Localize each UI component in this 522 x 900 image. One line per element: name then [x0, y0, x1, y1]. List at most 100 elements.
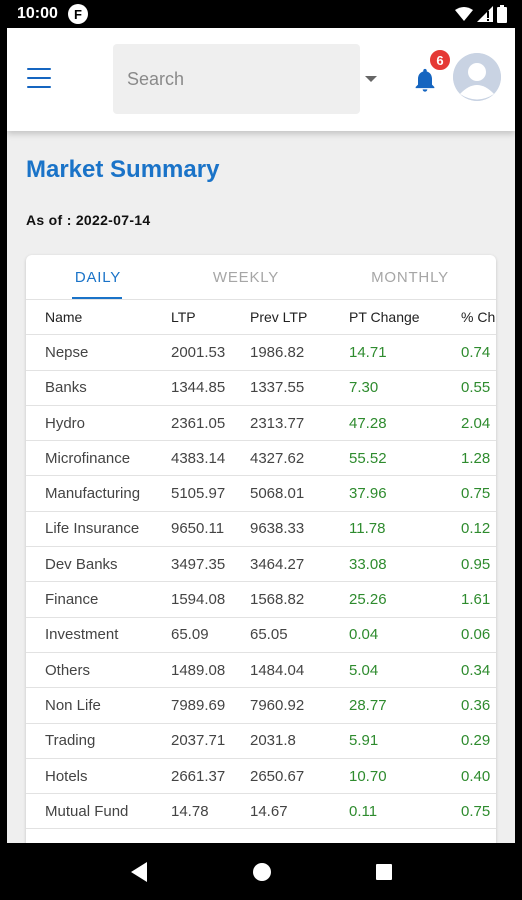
- status-icons: [455, 5, 507, 23]
- cell-name: Finance: [26, 582, 161, 617]
- cell-pt-change: 47.28: [339, 405, 451, 441]
- table-row[interactable]: Investment 65.09 65.05 0.04 0.06: [26, 617, 496, 653]
- chevron-down-icon[interactable]: [365, 76, 377, 82]
- cell-pct-change: 0.75: [451, 476, 496, 511]
- cell-name: Mutual Fund: [26, 794, 161, 829]
- tab-daily[interactable]: DAILY: [74, 269, 122, 286]
- cell-name: Investment: [26, 617, 161, 652]
- cell-pct-change: 0.55: [451, 370, 496, 405]
- app-header: 6: [7, 28, 515, 131]
- search-box[interactable]: [113, 44, 377, 114]
- cell-name: Dev Banks: [26, 547, 161, 582]
- cell-prev-ltp: 3464.27: [240, 547, 339, 582]
- cell-prev-ltp: 2650.67: [240, 758, 339, 794]
- table-row[interactable]: Hydro 2361.05 2313.77 47.28 2.04: [26, 405, 496, 442]
- cell-pt-change: 33.08: [339, 547, 451, 582]
- header-ltp[interactable]: LTP: [171, 309, 196, 326]
- table-row[interactable]: Mutual Fund 14.78 14.67 0.11 0.75: [26, 794, 496, 830]
- table-row[interactable]: Manufacturing 5105.97 5068.01 37.96 0.75: [26, 476, 496, 512]
- table-row[interactable]: Hotels 2661.37 2650.67 10.70 0.40: [26, 758, 496, 795]
- signal-icon: [477, 6, 493, 22]
- notification-badge: 6: [428, 48, 452, 72]
- table-row[interactable]: Nepse 2001.53 1986.82 14.71 0.74: [26, 335, 496, 371]
- cell-pt-change: 55.52: [339, 441, 451, 476]
- tab-monthly[interactable]: MONTHLY: [371, 269, 449, 286]
- cell-pt-change: 7.30: [339, 370, 451, 405]
- active-tab-indicator: [72, 297, 122, 299]
- menu-icon[interactable]: [27, 68, 51, 88]
- avatar[interactable]: [453, 53, 501, 101]
- cell-ltp: 1344.85: [161, 370, 240, 405]
- table-row[interactable]: Non Life 7989.69 7960.92 28.77 0.36: [26, 688, 496, 724]
- cell-prev-ltp: 9638.33: [240, 511, 339, 547]
- header-pt-change[interactable]: PT Change: [349, 309, 420, 326]
- cell-ltp: 14.78: [161, 794, 240, 829]
- home-icon[interactable]: [252, 862, 272, 882]
- cell-name: Nepse: [26, 335, 161, 370]
- period-tabs: DAILY WEEKLY MONTHLY: [26, 255, 496, 300]
- cell-ltp: 2037.71: [161, 723, 240, 758]
- market-summary-card: DAILY WEEKLY MONTHLY Name LTP Prev LTP P…: [26, 255, 496, 855]
- bell-icon[interactable]: [411, 66, 439, 94]
- header-pct-change[interactable]: % Ch: [461, 309, 496, 326]
- back-icon[interactable]: [129, 861, 149, 883]
- cell-name: Manufacturing: [26, 476, 161, 511]
- cell-ltp: 9650.11: [161, 511, 240, 547]
- cell-prev-ltp: 14.67: [240, 794, 339, 829]
- cell-pt-change: 0.04: [339, 617, 451, 652]
- table-row[interactable]: Banks 1344.85 1337.55 7.30 0.55: [26, 370, 496, 406]
- cell-pct-change: 0.75: [451, 794, 496, 829]
- table-row[interactable]: Microfinance 4383.14 4327.62 55.52 1.28: [26, 441, 496, 477]
- cell-prev-ltp: 65.05: [240, 617, 339, 652]
- cell-name: Others: [26, 652, 161, 688]
- cell-prev-ltp: 1484.04: [240, 652, 339, 688]
- cell-prev-ltp: 4327.62: [240, 441, 339, 476]
- cell-pct-change: 0.34: [451, 652, 496, 688]
- cell-pct-change: 1.28: [451, 441, 496, 476]
- cell-pt-change: 5.91: [339, 723, 451, 758]
- cell-pt-change: 5.04: [339, 652, 451, 688]
- as-of-date: As of : 2022-07-14: [26, 212, 151, 228]
- cell-ltp: 2361.05: [161, 405, 240, 441]
- header-name[interactable]: Name: [26, 300, 161, 335]
- app-notification-icon: F: [67, 4, 88, 24]
- cell-pct-change: 0.29: [451, 723, 496, 758]
- cell-name: Hotels: [26, 758, 161, 794]
- table-row[interactable]: Others 1489.08 1484.04 5.04 0.34: [26, 652, 496, 689]
- table-row[interactable]: Life Insurance 9650.11 9638.33 11.78 0.1…: [26, 511, 496, 548]
- cell-ltp: 3497.35: [161, 547, 240, 582]
- cell-pct-change: 1.61: [451, 582, 496, 617]
- table-row[interactable]: Trading 2037.71 2031.8 5.91 0.29: [26, 723, 496, 759]
- cell-pt-change: 11.78: [339, 511, 451, 547]
- cell-prev-ltp: 5068.01: [240, 476, 339, 511]
- tab-weekly[interactable]: WEEKLY: [212, 269, 280, 286]
- table-row[interactable]: Dev Banks 3497.35 3464.27 33.08 0.95: [26, 547, 496, 583]
- header-prev-ltp[interactable]: Prev LTP: [250, 309, 308, 326]
- cell-pct-change: 0.95: [451, 547, 496, 582]
- cell-prev-ltp: 2031.8: [240, 723, 339, 758]
- cell-ltp: 65.09: [161, 617, 240, 652]
- cell-prev-ltp: 1986.82: [240, 335, 339, 370]
- cell-ltp: 1594.08: [161, 582, 240, 617]
- cell-pct-change: 0.06: [451, 617, 496, 652]
- cell-pct-change: 2.04: [451, 405, 496, 441]
- cell-pt-change: 14.71: [339, 335, 451, 370]
- cell-name: Non Life: [26, 688, 161, 723]
- recents-icon[interactable]: [375, 863, 393, 881]
- wifi-icon: [455, 7, 473, 21]
- status-bar: 10:00 F: [7, 0, 515, 28]
- cell-ltp: 5105.97: [161, 476, 240, 511]
- cell-prev-ltp: 2313.77: [240, 405, 339, 441]
- page-title: Market Summary: [26, 156, 220, 183]
- table-row[interactable]: Finance 1594.08 1568.82 25.26 1.61: [26, 582, 496, 618]
- search-input[interactable]: [127, 68, 359, 90]
- cell-pct-change: 0.74: [451, 335, 496, 370]
- cell-pt-change: 10.70: [339, 758, 451, 794]
- cell-ltp: 7989.69: [161, 688, 240, 723]
- table-header-row: Name LTP Prev LTP PT Change % Ch: [26, 300, 496, 336]
- cell-ltp: 2661.37: [161, 758, 240, 794]
- cell-pt-change: 37.96: [339, 476, 451, 511]
- cell-pt-change: 28.77: [339, 688, 451, 723]
- cell-prev-ltp: 1568.82: [240, 582, 339, 617]
- market-summary-table: Name LTP Prev LTP PT Change % Ch Nepse 2…: [26, 300, 496, 830]
